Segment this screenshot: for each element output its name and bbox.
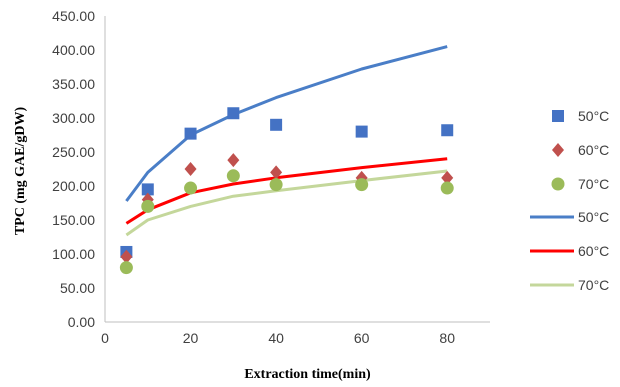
data-point-series-2	[441, 170, 454, 185]
y-tick-label: 200.00	[52, 178, 95, 194]
data-point-series-3	[355, 178, 369, 192]
y-tick-label: 400.00	[52, 42, 95, 58]
legend-label: 70°C	[578, 176, 609, 192]
x-tick-label: 80	[439, 330, 455, 346]
y-axis-title: TPC (mg GAE/gDW)	[13, 107, 28, 236]
data-point-series-1	[141, 183, 154, 196]
data-point-series-1	[441, 124, 454, 137]
x-axis-title: Extraction time(min)	[244, 367, 371, 382]
x-tick-label: 0	[101, 330, 109, 346]
x-tick-label: 40	[268, 330, 284, 346]
data-point-series-3	[440, 181, 454, 195]
x-tick-label: 60	[354, 330, 370, 346]
data-point-series-2	[184, 162, 197, 176]
y-tick-label: 50.00	[60, 280, 95, 296]
y-tick-labels: 0.00 50.00 100.00 150.00 200.00 250.00 300.00 3…	[52, 8, 95, 330]
data-point-series-3	[141, 199, 155, 213]
legend-label: 70°C	[578, 277, 609, 293]
legend-label: 50°C	[578, 209, 609, 225]
y-tick-label: 250.00	[52, 144, 95, 160]
data-point-series-2	[120, 249, 133, 264]
data-point-series-3	[119, 261, 133, 275]
legend-marker-2	[552, 143, 564, 157]
data-point-series-3	[226, 169, 240, 183]
y-tick-label: 450.00	[52, 8, 95, 24]
data-point-series-1	[227, 107, 240, 120]
y-tick-label: 300.00	[52, 110, 95, 126]
x-tick-label: 20	[183, 330, 199, 346]
measured-points	[119, 107, 454, 275]
legend-marker-3	[551, 177, 565, 191]
data-point-series-2	[227, 153, 240, 168]
data-point-series-3	[184, 181, 198, 195]
y-tick-label: 100.00	[52, 246, 95, 262]
data-point-series-1	[184, 127, 197, 140]
legend-label: 60°C	[578, 142, 609, 158]
data-point-series-1	[355, 125, 368, 138]
data-point-series-2	[270, 165, 283, 180]
line-series-2	[125, 157, 448, 225]
legend-label: 50°C	[578, 108, 609, 124]
legend-marker-1	[552, 110, 564, 122]
fitted-lines	[125, 45, 448, 237]
line-series-3	[125, 169, 448, 237]
y-tick-label: 150.00	[52, 212, 95, 228]
y-tick-label: 0.00	[68, 314, 95, 330]
legend: 50°C 60°C 70°C 50°C 60°C 70°C	[530, 108, 609, 293]
data-point-series-3	[269, 178, 283, 192]
data-point-series-1	[270, 118, 283, 131]
legend-label: 60°C	[578, 243, 609, 259]
y-tick-label: 350.00	[52, 76, 95, 92]
x-tick-labels: 0 20 40 60 80	[101, 330, 455, 346]
